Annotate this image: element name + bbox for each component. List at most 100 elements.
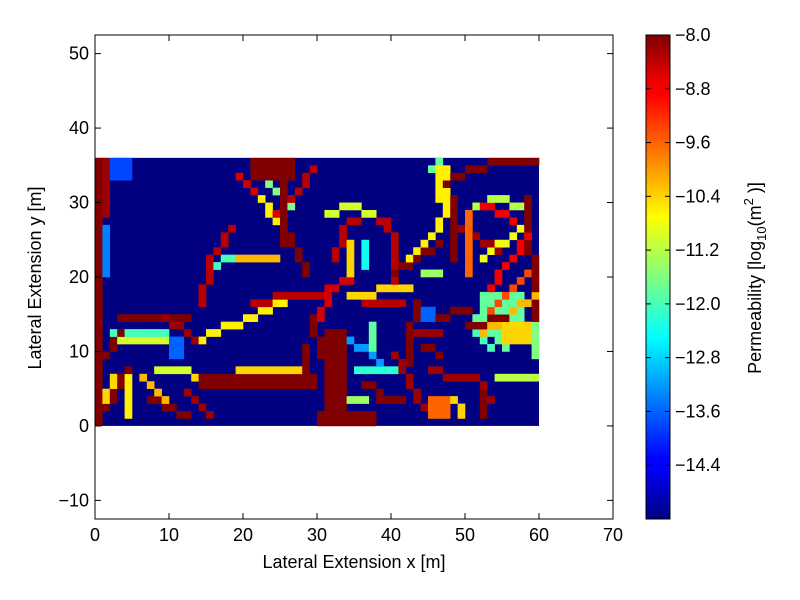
heatmap-cell [243, 381, 251, 389]
heatmap-cell [435, 351, 444, 360]
heatmap-cell [183, 388, 192, 397]
heatmap-cell [405, 262, 414, 270]
heatmap-cell [124, 165, 133, 174]
heatmap-cell [339, 418, 347, 427]
heatmap-cell [95, 247, 103, 255]
heatmap-cell [383, 217, 392, 226]
heatmap-cell [368, 344, 377, 352]
heatmap-cell [228, 321, 236, 330]
heatmap-cell [472, 202, 481, 211]
heatmap-cell [280, 157, 288, 166]
heatmap-cell [479, 329, 488, 337]
heatmap-cell [287, 366, 296, 375]
heatmap-cell [368, 411, 377, 419]
heatmap-cell [331, 336, 340, 345]
heatmap-cell [206, 381, 214, 389]
colorbar-tick-label: −13.6 [675, 401, 721, 421]
heatmap-cell [398, 358, 407, 367]
heatmap-cell [487, 396, 495, 404]
heatmap-cells [95, 157, 540, 427]
heatmap-cell [405, 329, 414, 337]
heatmap-cell [435, 411, 444, 419]
heatmap-cell [442, 403, 451, 412]
heatmap-cell [280, 187, 288, 196]
heatmap-cell [465, 217, 473, 226]
heatmap-cell [354, 396, 362, 404]
heatmap-cell [465, 321, 473, 330]
heatmap-cell [287, 239, 296, 248]
heatmap-cell [450, 254, 458, 263]
heatmap-cell [265, 157, 273, 166]
heatmap-cell [346, 217, 355, 226]
heatmap-cell [339, 396, 347, 404]
heatmap-cell [132, 314, 140, 322]
heatmap-cell [479, 314, 488, 322]
heatmap-cell [124, 411, 133, 419]
heatmap-cell [257, 366, 266, 375]
heatmap-cell [95, 217, 103, 226]
heatmap-cell [102, 224, 111, 233]
heatmap-cell [265, 366, 273, 375]
heatmap-cell [516, 321, 525, 330]
heatmap-cell [368, 381, 377, 389]
heatmap-cell [339, 329, 347, 337]
heatmap-cell [531, 321, 540, 330]
colorbar-ticks: −8.0 −8.8 −9.6 −10.4 −11.2 −12.0 −12.8 −13.6 −14… [646, 25, 721, 475]
heatmap-cell [198, 284, 207, 293]
y-tick-label: 10 [69, 341, 89, 361]
heatmap-cell [398, 262, 407, 270]
heatmap-cell [391, 247, 399, 255]
heatmap-cell [331, 351, 340, 360]
heatmap-cell [405, 358, 414, 367]
heatmap-cell [235, 172, 244, 181]
heatmap-cell [435, 224, 444, 233]
heatmap-cell [146, 381, 155, 389]
heatmap-cell [428, 165, 436, 174]
heatmap-cell [206, 254, 214, 263]
heatmap-cell [228, 254, 236, 263]
heatmap-cell [368, 418, 377, 427]
colorbar-title: Permeability [log10(m2 )] [741, 182, 769, 374]
heatmap-cell [509, 254, 518, 263]
heatmap-cell [524, 202, 532, 211]
heatmap-cell [494, 373, 503, 382]
heatmap-cell [95, 358, 103, 367]
heatmap-cell [243, 366, 251, 375]
heatmap-cell [450, 247, 458, 255]
heatmap-cell [435, 187, 444, 196]
heatmap-cell [117, 381, 125, 389]
heatmap-cell [502, 157, 510, 166]
heatmap-cell [95, 351, 103, 360]
heatmap-cell [391, 396, 399, 404]
heatmap-cell [124, 373, 133, 382]
heatmap-cell [109, 165, 118, 174]
heatmap-cell [435, 195, 444, 203]
heatmap-cell [479, 239, 488, 248]
heatmap-cell [465, 224, 473, 233]
heatmap-cell [280, 381, 288, 389]
heatmap-cell [450, 195, 458, 203]
heatmap-cell [450, 373, 458, 382]
heatmap-cell [302, 269, 310, 278]
heatmap-cell [368, 209, 377, 218]
heatmap-cell [428, 306, 436, 315]
heatmap-cell [243, 314, 251, 322]
heatmap-cell [465, 239, 473, 248]
heatmap-cell [361, 291, 370, 300]
heatmap-cell [531, 373, 540, 382]
heatmap-cell [368, 366, 377, 375]
heatmap-cell [272, 209, 281, 218]
heatmap-cell [420, 247, 429, 255]
heatmap-cell [102, 247, 111, 255]
heatmap-cell [339, 403, 347, 412]
heatmap-cell [405, 381, 414, 389]
heatmap-cell [361, 262, 370, 270]
heatmap-cell [102, 403, 111, 412]
heatmap-cell [124, 336, 133, 345]
heatmap-cell [516, 306, 525, 315]
heatmap-cell [516, 329, 525, 337]
heatmap-cell [250, 381, 259, 389]
colorbar: −8.0 −8.8 −9.6 −10.4 −11.2 −12.0 −12.8 −13.6 −14… [645, 25, 769, 520]
heatmap-cell [280, 195, 288, 203]
